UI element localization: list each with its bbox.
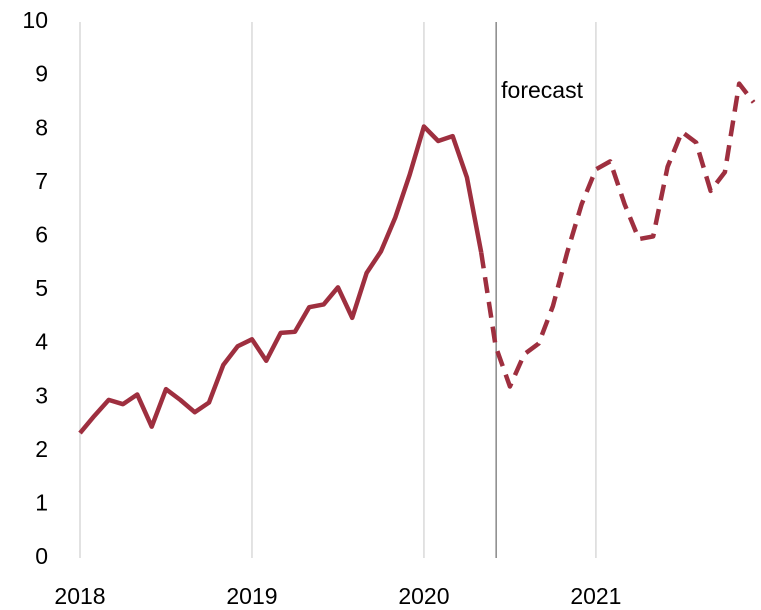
x-tick-label: 2021 <box>570 583 621 609</box>
y-tick-label: 4 <box>35 329 48 355</box>
y-tick-label: 6 <box>35 221 48 247</box>
y-tick-label: 8 <box>35 114 48 140</box>
y-tick-label: 1 <box>35 489 48 515</box>
x-tick-label: 2019 <box>226 583 277 609</box>
y-tick-label: 10 <box>22 7 48 33</box>
y-tick-label: 5 <box>35 275 48 301</box>
x-tick-label: 2018 <box>54 583 105 609</box>
y-tick-label: 2 <box>35 436 48 462</box>
y-tick-label: 7 <box>35 168 48 194</box>
y-tick-label: 0 <box>35 543 48 569</box>
annotation: forecast <box>501 77 583 103</box>
line-series <box>478 81 756 389</box>
y-tick-label: 9 <box>35 61 48 87</box>
y-tick-label: 3 <box>35 382 48 408</box>
x-tick-label: 2020 <box>398 583 449 609</box>
line-series <box>78 124 484 435</box>
